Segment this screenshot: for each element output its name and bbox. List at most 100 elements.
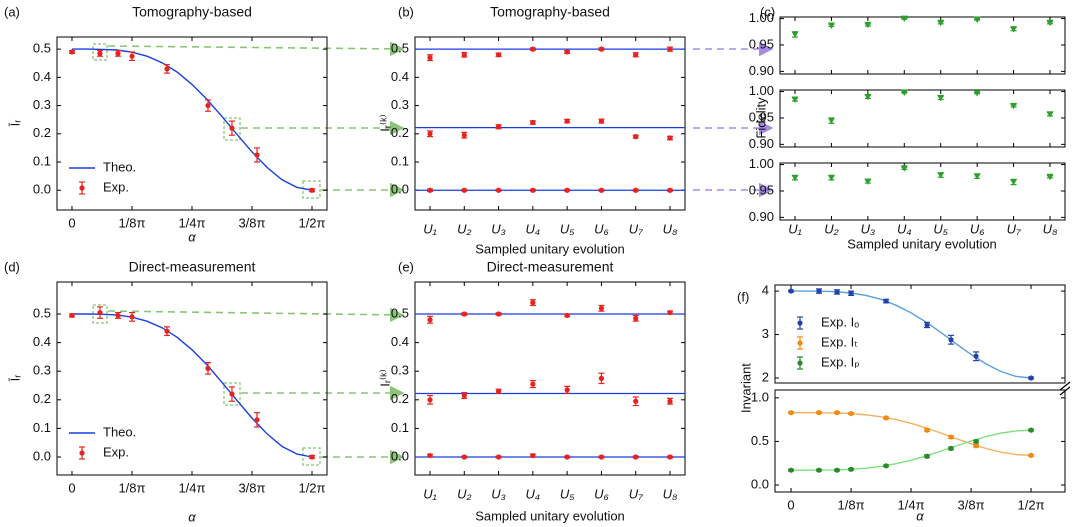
marker: [900, 165, 908, 172]
marker: [937, 19, 945, 27]
x-tick-label: U₄: [897, 221, 912, 236]
highlight-box: [302, 180, 321, 199]
marker: [495, 52, 502, 58]
marker: [598, 187, 605, 193]
y-tick-label: 0.0: [33, 448, 51, 463]
marker: [598, 46, 605, 52]
marker: [1010, 26, 1018, 33]
marker: [834, 410, 840, 416]
panel-label: (f): [737, 289, 749, 304]
panel-label: (b): [398, 4, 414, 19]
marker: [97, 309, 103, 316]
marker: [205, 102, 211, 109]
marker: [115, 50, 121, 56]
marker: [530, 299, 536, 306]
marker: [495, 124, 502, 130]
x-tick-label: U₃: [861, 221, 876, 236]
marker: [254, 152, 260, 158]
panel-title: Direct-measurement: [487, 259, 614, 275]
marker: [667, 398, 673, 404]
marker: [816, 410, 822, 416]
marker: [848, 290, 854, 296]
marker: [633, 134, 639, 140]
arrow: [107, 41, 405, 57]
panel-title: Tomography-based: [490, 4, 610, 20]
x-tick-label: 1/2π: [298, 215, 325, 230]
marker: [834, 467, 840, 473]
x-axis-label: α: [916, 508, 924, 523]
marker: [97, 50, 103, 56]
y-axis-label: Īᵣ: [7, 375, 22, 382]
plot-frame: [56, 36, 328, 211]
highlight-box: [223, 382, 241, 406]
x-tick-label: 1/4π: [898, 497, 925, 512]
x-tick-label: U₂: [824, 221, 838, 236]
marker: [788, 288, 794, 294]
marker: [848, 410, 854, 417]
x-tick-label: U₃: [491, 221, 506, 236]
marker: [864, 21, 872, 29]
x-tick-label: 0: [787, 497, 794, 512]
marker: [1028, 452, 1034, 458]
legend-swatch: [79, 185, 85, 191]
marker: [924, 427, 930, 433]
marker: [788, 410, 794, 416]
marker: [633, 454, 639, 460]
marker: [900, 89, 908, 97]
marker: [69, 49, 75, 55]
x-tick-label: U₂: [457, 486, 471, 501]
y-tick-label: 2: [762, 369, 769, 384]
y-tick-label: 0.2: [391, 391, 409, 406]
marker: [834, 289, 840, 295]
legend-swatch: [797, 320, 803, 326]
y-tick-label: 0.95: [749, 182, 774, 197]
x-tick-label: 1/8π: [118, 480, 145, 495]
y-tick-label: 0.4: [391, 69, 409, 84]
y-tick-label: 0.5: [751, 433, 769, 448]
marker: [883, 415, 889, 421]
marker: [827, 174, 835, 182]
marker: [948, 434, 954, 440]
x-tick-label: U₅: [560, 221, 575, 236]
y-tick-label: 1.00: [749, 156, 774, 171]
y-tick-label: 0.2: [391, 125, 409, 140]
y-tick-label: 0.2: [33, 391, 51, 406]
marker: [427, 452, 433, 459]
x-tick-label: 3/8π: [958, 497, 985, 512]
marker: [848, 466, 854, 472]
marker: [1046, 173, 1054, 181]
x-tick-label: U₈: [1043, 221, 1058, 236]
x-tick-label: U₇: [1007, 221, 1021, 236]
marker: [461, 132, 467, 138]
marker: [427, 131, 433, 137]
marker: [564, 387, 570, 393]
marker: [205, 365, 211, 371]
x-tick-label: U₆: [970, 221, 985, 236]
x-tick-label: U₁: [423, 486, 437, 501]
y-axis-label: Īᵣ: [7, 120, 22, 127]
marker: [667, 454, 673, 460]
x-tick-label: U₆: [594, 486, 609, 501]
y-tick-label: 0.0: [33, 182, 51, 197]
y-tick-label: 0.90: [749, 63, 774, 78]
marker: [461, 311, 467, 317]
legend-swatch: [797, 340, 803, 346]
marker: [1010, 102, 1018, 110]
x-axis-label: α: [188, 509, 196, 524]
marker: [827, 117, 835, 125]
panel-label: (d): [4, 259, 20, 274]
marker: [115, 312, 121, 319]
x-tick-label: U₈: [663, 221, 678, 236]
legend-label: Theo.: [103, 424, 136, 439]
panel-label: (e): [398, 259, 414, 274]
marker: [924, 322, 930, 328]
marker: [229, 125, 235, 131]
x-tick-label: U₅: [560, 486, 575, 501]
marker: [598, 305, 605, 311]
marker: [564, 312, 570, 319]
marker: [530, 452, 536, 459]
plot-frame: [779, 162, 1066, 221]
marker: [564, 49, 570, 55]
y-axis-label: Invariant: [738, 363, 753, 413]
